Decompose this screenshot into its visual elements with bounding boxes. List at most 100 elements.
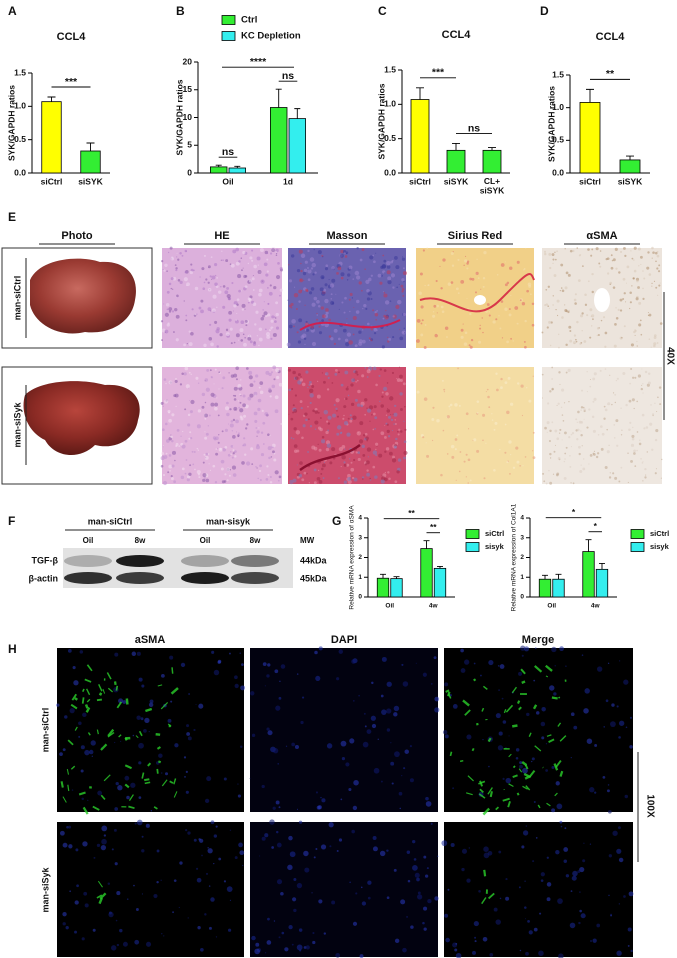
texture-dot xyxy=(274,320,277,324)
texture-dot xyxy=(504,283,508,287)
asma-signal xyxy=(487,787,493,795)
texture-dot xyxy=(579,342,582,345)
texture-dot xyxy=(483,846,489,852)
texture-dot xyxy=(359,258,363,262)
texture-dot xyxy=(340,249,344,254)
texture-dot xyxy=(337,337,341,341)
texture-dot xyxy=(619,309,623,312)
texture-dot xyxy=(465,476,467,478)
blot-band xyxy=(181,572,229,584)
asma-signal xyxy=(86,698,91,703)
texture-dot xyxy=(215,436,219,441)
texture-dot xyxy=(141,684,145,688)
texture-dot xyxy=(249,340,253,344)
texture-dot xyxy=(618,857,624,863)
texture-dot xyxy=(298,249,303,254)
asma-signal xyxy=(555,760,562,768)
texture-dot xyxy=(519,761,523,765)
texture-dot xyxy=(572,341,577,345)
texture-dot xyxy=(603,417,606,420)
texture-dot xyxy=(118,698,124,704)
texture-dot xyxy=(315,848,318,851)
texture-dot xyxy=(615,379,618,382)
texture-dot xyxy=(229,327,233,331)
texture-dot xyxy=(660,477,662,479)
bar xyxy=(538,578,552,598)
texture-dot xyxy=(196,447,199,450)
texture-dot xyxy=(233,386,238,391)
texture-dot xyxy=(634,329,636,331)
texture-dot xyxy=(293,908,297,913)
texture-dot xyxy=(325,430,329,435)
texture-dot xyxy=(116,943,120,947)
asma-signal xyxy=(516,792,520,796)
texture-dot xyxy=(205,478,210,483)
texture-dot xyxy=(293,427,297,431)
texture-dot xyxy=(466,262,469,265)
texture-dot xyxy=(226,286,230,290)
texture-dot xyxy=(578,452,581,456)
texture-dot xyxy=(226,479,229,482)
texture-dot xyxy=(213,834,218,838)
texture-dot xyxy=(354,270,360,276)
texture-dot xyxy=(205,872,209,875)
texture-dot xyxy=(131,651,137,656)
texture-dot xyxy=(395,304,400,310)
texture-dot xyxy=(610,914,613,917)
texture-dot xyxy=(148,730,150,733)
texture-dot xyxy=(247,405,249,407)
texture-dot xyxy=(603,726,606,728)
texture-dot xyxy=(320,306,325,310)
texture-dot xyxy=(345,342,350,347)
texture-dot xyxy=(230,444,234,448)
texture-dot xyxy=(365,307,368,311)
texture-dot xyxy=(362,329,364,331)
texture-dot xyxy=(627,945,630,947)
texture-dot xyxy=(386,681,392,687)
texture-dot xyxy=(113,828,117,832)
texture-dot xyxy=(372,309,375,312)
texture-dot xyxy=(341,757,346,761)
texture-dot xyxy=(483,251,487,255)
texture-dot xyxy=(209,469,212,472)
texture-dot xyxy=(260,279,265,284)
texture-dot xyxy=(401,290,404,293)
texture-dot xyxy=(607,809,612,814)
texture-dot xyxy=(229,423,234,428)
texture-dot xyxy=(313,856,316,859)
texture-dot xyxy=(460,328,464,332)
texture-dot xyxy=(418,291,422,296)
texture-dot xyxy=(526,712,530,717)
texture-dot xyxy=(201,392,206,397)
texture-dot xyxy=(215,825,218,828)
texture-dot xyxy=(544,304,547,307)
asma-signal xyxy=(467,775,474,782)
texture-dot xyxy=(267,730,273,736)
texture-dot xyxy=(627,927,632,932)
texture-dot xyxy=(353,458,356,462)
texture-dot xyxy=(385,392,389,396)
texture-dot xyxy=(230,342,233,345)
texture-dot xyxy=(320,275,325,280)
texture-dot xyxy=(636,340,638,343)
texture-dot xyxy=(317,426,322,430)
texture-dot xyxy=(56,703,60,707)
texture-dot xyxy=(187,423,191,427)
texture-dot xyxy=(380,404,384,408)
texture-dot xyxy=(204,436,208,440)
texture-dot xyxy=(368,277,372,282)
texture-dot xyxy=(267,473,270,476)
texture-dot xyxy=(606,450,610,454)
texture-dot xyxy=(295,308,298,311)
texture-dot xyxy=(658,284,661,287)
texture-dot xyxy=(267,433,270,437)
texture-dot xyxy=(391,782,394,785)
texture-dot xyxy=(582,406,585,409)
texture-dot xyxy=(480,674,482,677)
texture-dot xyxy=(175,377,177,380)
texture-dot xyxy=(372,835,377,840)
texture-dot xyxy=(576,247,579,249)
texture-dot xyxy=(161,673,165,678)
texture-dot xyxy=(443,388,446,391)
texture-dot xyxy=(471,277,475,281)
